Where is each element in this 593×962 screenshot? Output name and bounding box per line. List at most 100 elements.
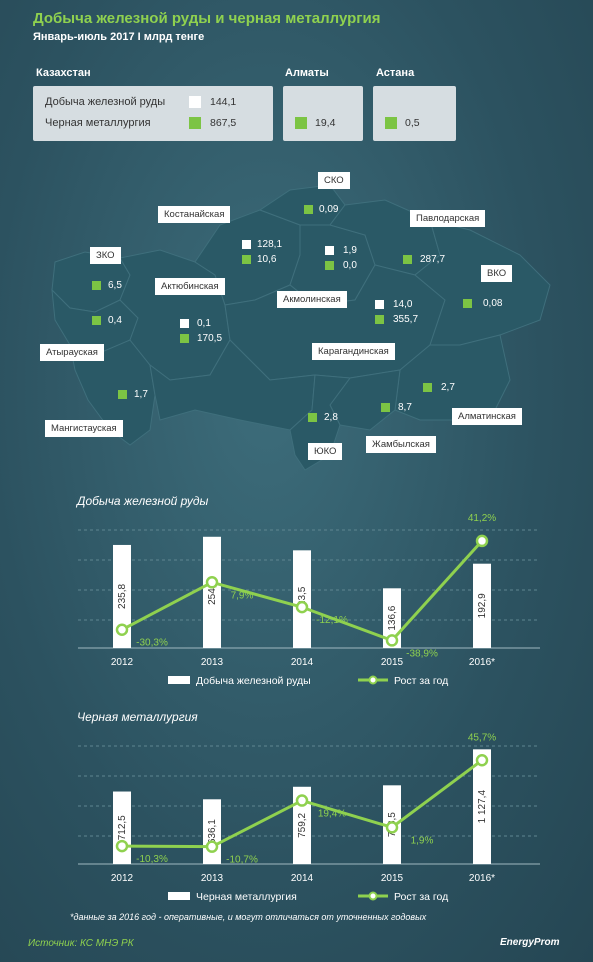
akmola-iron-sq	[325, 246, 334, 255]
metal-bar	[293, 786, 311, 864]
vko-metal: 0,08	[483, 298, 503, 309]
callout-almaty-reg: Алматинская	[452, 408, 522, 425]
kazakhstan-panel: Добыча железной руды 144,1 Черная металл…	[33, 86, 273, 141]
metal-tick-label: 2014	[291, 873, 314, 884]
almaty-reg-metal-sq	[423, 383, 432, 392]
zko-metal-sq	[92, 281, 101, 290]
metal-bar-label: 636,1	[207, 819, 218, 844]
kostanay-metal-sq	[242, 255, 251, 264]
pavlodar-metal-sq	[403, 255, 412, 264]
callout-karaganda: Карагандинская	[312, 343, 395, 360]
page-subtitle: Январь-июль 2017 I млрд тенге	[33, 31, 205, 43]
iron-tick-label: 2012	[111, 657, 134, 668]
akmola-metal: 0,0	[343, 260, 357, 271]
iron-bar-label: 223,5	[297, 586, 308, 611]
iron-bar	[293, 550, 311, 648]
metal-growth-label: 1,9%	[411, 835, 434, 846]
karaganda-metal: 355,7	[393, 314, 419, 325]
almaty-panel: 19,4	[283, 86, 363, 141]
aktobe-iron-sq	[180, 319, 189, 328]
iron-bar	[113, 544, 131, 648]
almaty-title: Алматы	[285, 67, 329, 79]
iron-growth-point	[295, 600, 309, 614]
iron-tick-label: 2013	[201, 657, 224, 668]
iron-bar-label: 192,9	[477, 593, 488, 618]
metal-legend-line: Рост за год	[394, 891, 448, 903]
metal-tick-label: 2015	[381, 873, 404, 884]
metal-growth-label: -10,7%	[226, 855, 258, 866]
mangystau-metal: 1,7	[134, 389, 148, 400]
mangystau-metal-sq	[118, 390, 127, 399]
iron-growth-point	[475, 534, 489, 548]
metal-growth-point	[205, 840, 219, 853]
metal-legend-bar-swatch	[168, 892, 190, 900]
iron-total: 144,1	[210, 96, 237, 108]
iron-bar	[383, 588, 401, 648]
iron-bar-label: 235,8	[117, 584, 128, 609]
iron-label: Добыча железной руды	[45, 96, 166, 108]
callout-aktobe: Актюбинская	[155, 278, 225, 295]
callout-mangystau: Мангистауская	[45, 420, 123, 437]
metal-swatch	[189, 117, 201, 129]
callout-sko: СКО	[318, 172, 350, 189]
metal-tick-label: 2013	[201, 873, 224, 884]
metal-label: Черная металлургия	[45, 117, 151, 129]
kostanay-iron-sq	[242, 240, 251, 249]
atyrau-metal: 0,4	[108, 315, 122, 326]
akmola-metal-sq	[325, 261, 334, 270]
kostanay-metal: 10,6	[257, 254, 277, 265]
zko-metal: 6,5	[108, 280, 122, 291]
iron-chart: 235,8 2012 254,5 2013 223,5 2014 136,6 2015 192,…	[78, 513, 540, 687]
astana-title: Астана	[376, 67, 415, 79]
pavlodar-metal: 287,7	[420, 254, 446, 265]
iron-bar	[473, 563, 491, 648]
iron-growth-label: -12,1%	[316, 615, 348, 626]
source: Источник: КС МНЭ РК	[28, 938, 134, 949]
page-title: Добыча железной руды и черная металлурги…	[33, 10, 381, 27]
astana-value: 0,5	[405, 117, 420, 129]
zhambyl-metal-sq	[381, 403, 390, 412]
aktobe-iron: 0,1	[197, 318, 211, 329]
iron-growth-point	[385, 634, 399, 647]
sko-metal-sq	[304, 205, 313, 214]
vko-metal-sq	[463, 299, 472, 308]
metal-growth-label: -10,3%	[136, 854, 168, 865]
metal-growth-point	[385, 821, 399, 834]
callout-zko: ЗКО	[90, 247, 121, 264]
astana-panel: 0,5	[373, 86, 456, 141]
almaty-value: 19,4	[315, 117, 336, 129]
iron-legend-line-marker	[368, 675, 378, 685]
metal-growth-label: 45,7%	[468, 732, 496, 743]
iron-swatch	[189, 96, 201, 108]
iron-legend-bar: Добыча железной руды	[196, 675, 311, 687]
callout-yuko: ЮКО	[308, 443, 343, 460]
metal-growth-label: 19,4%	[318, 809, 346, 820]
metal-legend-line-marker	[368, 891, 378, 901]
kazakhstan-title: Казахстан	[36, 67, 91, 79]
callout-akmola: Акмолинская	[277, 291, 347, 308]
iron-growth-label: 7,9%	[231, 590, 254, 601]
yuko-metal-sq	[308, 413, 317, 422]
iron-growth-label: -38,9%	[406, 648, 438, 659]
sko-metal: 0,09	[319, 204, 339, 215]
atyrau-metal-sq	[92, 316, 101, 325]
chart2-title: Черная металлургия	[77, 710, 198, 724]
iron-legend-line: Рост за год	[394, 675, 448, 687]
zhambyl-metal: 8,7	[398, 402, 412, 413]
metal-growth-point	[475, 754, 489, 767]
metal-legend-bar: Черная металлургия	[196, 891, 297, 903]
metal-bar-label: 712,5	[117, 815, 128, 840]
aktobe-metal: 170,5	[197, 333, 223, 344]
metal-growth-point	[115, 839, 129, 853]
iron-tick-label: 2014	[291, 657, 314, 668]
brand-logo: EnergyProm	[500, 937, 560, 948]
map-region-almaty	[394, 334, 511, 421]
iron-bar-label: 136,6	[387, 605, 398, 630]
yuko-metal: 2,8	[324, 412, 338, 423]
iron-legend-bar-swatch	[168, 676, 190, 684]
karaganda-iron: 14,0	[393, 299, 413, 310]
chart1-title: Добыча железной руды	[77, 494, 209, 508]
iron-bar	[203, 536, 221, 648]
footnote: *данные за 2016 год - оперативные, и мог…	[70, 912, 427, 922]
